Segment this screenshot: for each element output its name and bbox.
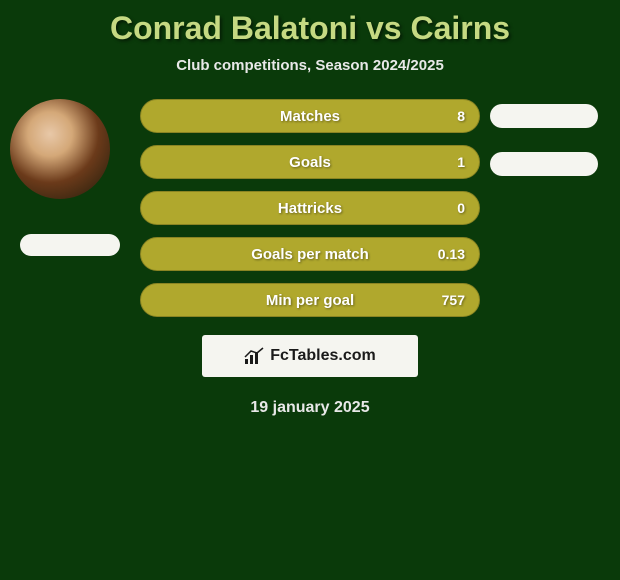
stat-value: 8 bbox=[457, 108, 465, 124]
stat-value: 0.13 bbox=[438, 246, 465, 262]
logo-box: FcTables.com bbox=[202, 335, 418, 377]
stats-container: Matches 8 Goals 1 Hattricks 0 Goals per … bbox=[140, 99, 480, 317]
stat-label: Min per goal bbox=[266, 292, 354, 309]
chart-icon bbox=[244, 347, 264, 365]
left-placeholder-pill bbox=[20, 234, 120, 256]
page-title: Conrad Balatoni vs Cairns bbox=[0, 0, 620, 47]
logo-text: FcTables.com bbox=[270, 347, 376, 365]
content-area: Matches 8 Goals 1 Hattricks 0 Goals per … bbox=[0, 99, 620, 417]
stat-value: 1 bbox=[457, 154, 465, 170]
right-placeholder-pill-1 bbox=[490, 152, 598, 176]
stat-row-hattricks: Hattricks 0 bbox=[140, 191, 480, 225]
stat-row-matches: Matches 8 bbox=[140, 99, 480, 133]
stat-value: 0 bbox=[457, 200, 465, 216]
stat-row-goals: Goals 1 bbox=[140, 145, 480, 179]
subtitle: Club competitions, Season 2024/2025 bbox=[0, 57, 620, 74]
stat-label: Goals bbox=[289, 154, 331, 171]
stat-row-min-per-goal: Min per goal 757 bbox=[140, 283, 480, 317]
stat-label: Hattricks bbox=[278, 200, 342, 217]
stat-row-goals-per-match: Goals per match 0.13 bbox=[140, 237, 480, 271]
stat-value: 757 bbox=[442, 292, 465, 308]
stat-label: Matches bbox=[280, 108, 340, 125]
player-avatar bbox=[10, 99, 110, 199]
right-placeholder-pill-0 bbox=[490, 104, 598, 128]
stat-label: Goals per match bbox=[251, 246, 369, 263]
date-text: 19 january 2025 bbox=[0, 399, 620, 417]
